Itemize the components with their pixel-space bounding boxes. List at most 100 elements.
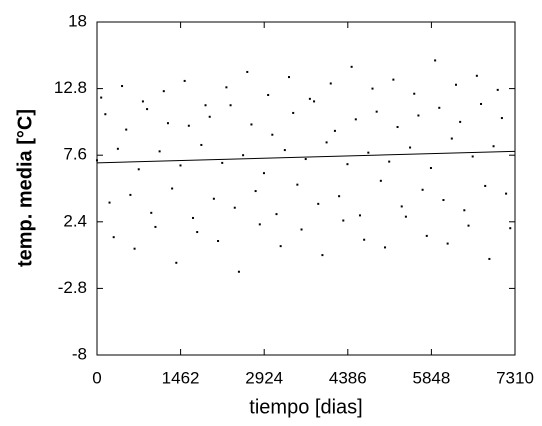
point [379, 179, 382, 182]
point [429, 167, 432, 170]
point [200, 143, 203, 146]
point [258, 223, 261, 226]
point [471, 155, 474, 158]
point [242, 154, 245, 157]
point [129, 193, 132, 196]
point [475, 74, 478, 77]
point [104, 113, 107, 116]
point [237, 270, 240, 273]
point [254, 190, 257, 193]
point [346, 163, 349, 166]
x-tick-label: 1462 [162, 368, 200, 387]
y-tick-label: -2.8 [58, 278, 87, 297]
point [505, 192, 508, 195]
point [166, 122, 169, 125]
point [463, 209, 466, 212]
point [496, 88, 499, 91]
plot-frame [96, 21, 516, 356]
point [196, 231, 199, 234]
point [392, 78, 395, 81]
point [108, 201, 111, 204]
point [333, 129, 336, 132]
point [467, 224, 470, 227]
point [112, 236, 115, 239]
x-tick-label: 0 [92, 368, 101, 387]
point [146, 108, 149, 111]
point [304, 158, 307, 161]
x-tick-label: 5848 [412, 368, 450, 387]
point [208, 115, 211, 118]
point [404, 215, 407, 218]
point [313, 100, 316, 103]
point [150, 211, 153, 214]
point [446, 242, 449, 245]
point [292, 111, 295, 114]
point [321, 254, 324, 257]
point [317, 202, 320, 205]
point [116, 147, 119, 150]
point [225, 86, 228, 89]
point [162, 90, 165, 93]
point [500, 117, 503, 120]
point [388, 160, 391, 163]
point [217, 240, 220, 243]
point [275, 213, 278, 216]
point [342, 219, 345, 222]
point [434, 59, 437, 62]
point [179, 164, 182, 167]
point [296, 183, 299, 186]
point [283, 149, 286, 152]
point [375, 110, 378, 113]
point [350, 65, 353, 68]
point [300, 228, 303, 231]
point [262, 172, 265, 175]
point [229, 104, 232, 107]
x-axis-label: tiempo [dias] [249, 396, 362, 418]
y-tick-label: 2.4 [63, 211, 87, 230]
point [492, 145, 495, 148]
point [221, 161, 224, 164]
y-axis-label: temp. media [°C] [14, 109, 36, 267]
y-tick-label: 7.6 [63, 145, 87, 164]
point [267, 94, 270, 97]
point [442, 199, 445, 202]
point [133, 247, 136, 250]
point [371, 87, 374, 90]
point [141, 100, 144, 103]
point [183, 79, 186, 82]
point [250, 123, 253, 126]
point [459, 120, 462, 123]
point [171, 187, 174, 190]
point [204, 104, 207, 107]
point [192, 216, 195, 219]
point [308, 97, 311, 100]
point [96, 159, 98, 162]
point [417, 114, 420, 117]
point [175, 261, 178, 264]
point [480, 102, 483, 105]
point [154, 225, 157, 228]
point [354, 118, 357, 121]
point [454, 83, 457, 86]
point [233, 206, 236, 209]
y-tick-label: -8 [72, 344, 87, 363]
x-tick-label: 7310 [496, 368, 534, 387]
point [121, 85, 124, 88]
point [488, 257, 491, 260]
trend-line [96, 150, 516, 164]
point [400, 205, 403, 208]
point [325, 141, 328, 144]
point [358, 214, 361, 217]
x-tick-label: 4386 [329, 368, 367, 387]
point [246, 70, 249, 73]
point [288, 76, 291, 79]
point [338, 195, 341, 198]
point [125, 128, 128, 131]
point [158, 150, 161, 153]
point [413, 92, 416, 95]
point [187, 124, 190, 127]
y-tick-label: 12.8 [54, 78, 87, 97]
x-tick-label: 2924 [245, 368, 283, 387]
point [421, 188, 424, 191]
